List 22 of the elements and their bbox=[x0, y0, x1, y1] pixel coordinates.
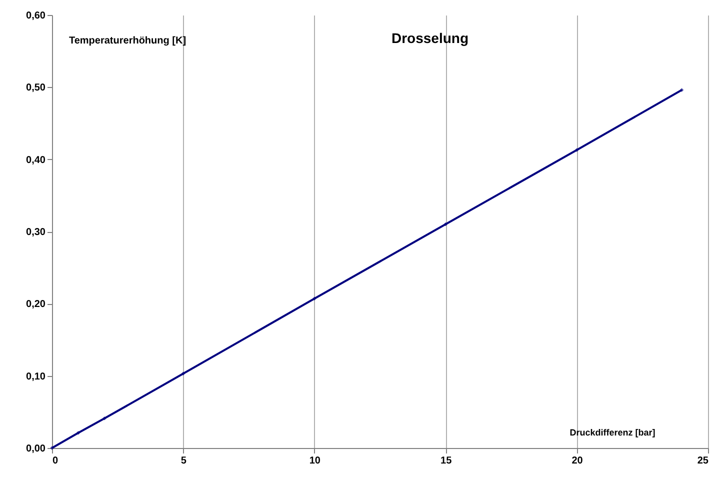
point bbox=[312, 296, 316, 300]
y-axis-title: Temperaturerhöhung [K] bbox=[68, 36, 186, 46]
y-tick-label: 0,40 bbox=[26, 154, 46, 166]
y-tick-label: 0,00 bbox=[26, 444, 46, 454]
y-tick-label: 0,20 bbox=[26, 299, 46, 310]
x-tick-label: 25 bbox=[697, 456, 709, 466]
x-tick-label: 5 bbox=[180, 456, 187, 466]
point bbox=[680, 88, 684, 92]
y-tick-label: 0,50 bbox=[26, 82, 46, 94]
line-series bbox=[50, 88, 684, 450]
x-axis-title: Druckdifferenz [bar] bbox=[570, 428, 656, 438]
point bbox=[181, 372, 186, 376]
x-tick-label: 15 bbox=[440, 456, 452, 466]
x-tick-label: 20 bbox=[572, 456, 584, 466]
x-tick-label: 10 bbox=[309, 456, 321, 466]
text: Drosselung bbox=[391, 30, 469, 46]
x-tick-label: 0 bbox=[52, 456, 58, 466]
y-tick-label: 0,60 bbox=[26, 10, 46, 22]
y-tick-label: 0,10 bbox=[26, 371, 46, 382]
y-tick-label: 0,30 bbox=[26, 227, 46, 238]
point bbox=[574, 148, 579, 152]
point bbox=[444, 222, 448, 226]
